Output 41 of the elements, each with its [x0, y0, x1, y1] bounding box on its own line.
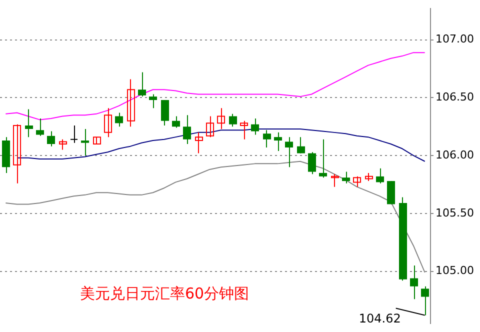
- candlestick: [274, 132, 282, 152]
- candlestick: [161, 100, 170, 126]
- candlestick: [251, 118, 260, 136]
- candlestick: [47, 130, 56, 147]
- candlestick: [319, 138, 328, 178]
- candlestick: [331, 174, 340, 188]
- annotation: 104.62: [358, 311, 401, 326]
- candlestick: [217, 108, 226, 130]
- candlestick: [172, 116, 180, 128]
- candlestick: [138, 72, 146, 98]
- y-tick-label: 105.00: [436, 264, 474, 278]
- candlestick: [421, 286, 430, 316]
- candlestick: [206, 116, 214, 138]
- candlestick: [183, 114, 192, 145]
- candlestick: [410, 265, 418, 300]
- candlestick: [342, 171, 350, 184]
- y-tick-label: 106.00: [436, 148, 474, 162]
- candlestick: [13, 124, 22, 184]
- candlestick: [285, 136, 294, 168]
- text: 美元兑日元汇率60分钟图: [80, 284, 250, 302]
- candlestick: [263, 130, 272, 148]
- candlestick: [308, 152, 316, 175]
- candlestick: [195, 132, 204, 154]
- y-tick-label: 105.50: [436, 206, 474, 220]
- candlestick: [25, 108, 34, 138]
- candlestick: [297, 136, 306, 154]
- candlestick: [36, 118, 44, 136]
- y-tick-label: 106.50: [436, 90, 474, 104]
- candlestick: [229, 113, 238, 128]
- y-tick-label: 107.00: [436, 32, 474, 46]
- candlestick: [115, 112, 124, 128]
- candlestick: [353, 176, 362, 188]
- candlestick: [149, 94, 158, 109]
- candlestick: [70, 124, 78, 144]
- candlestick: [104, 108, 112, 138]
- candlestick: [240, 120, 248, 140]
- candlestick: [376, 168, 384, 184]
- candlestick: [127, 78, 136, 128]
- candlestick: [387, 180, 396, 205]
- candlestick: [81, 128, 90, 156]
- candlestick: [59, 138, 68, 150]
